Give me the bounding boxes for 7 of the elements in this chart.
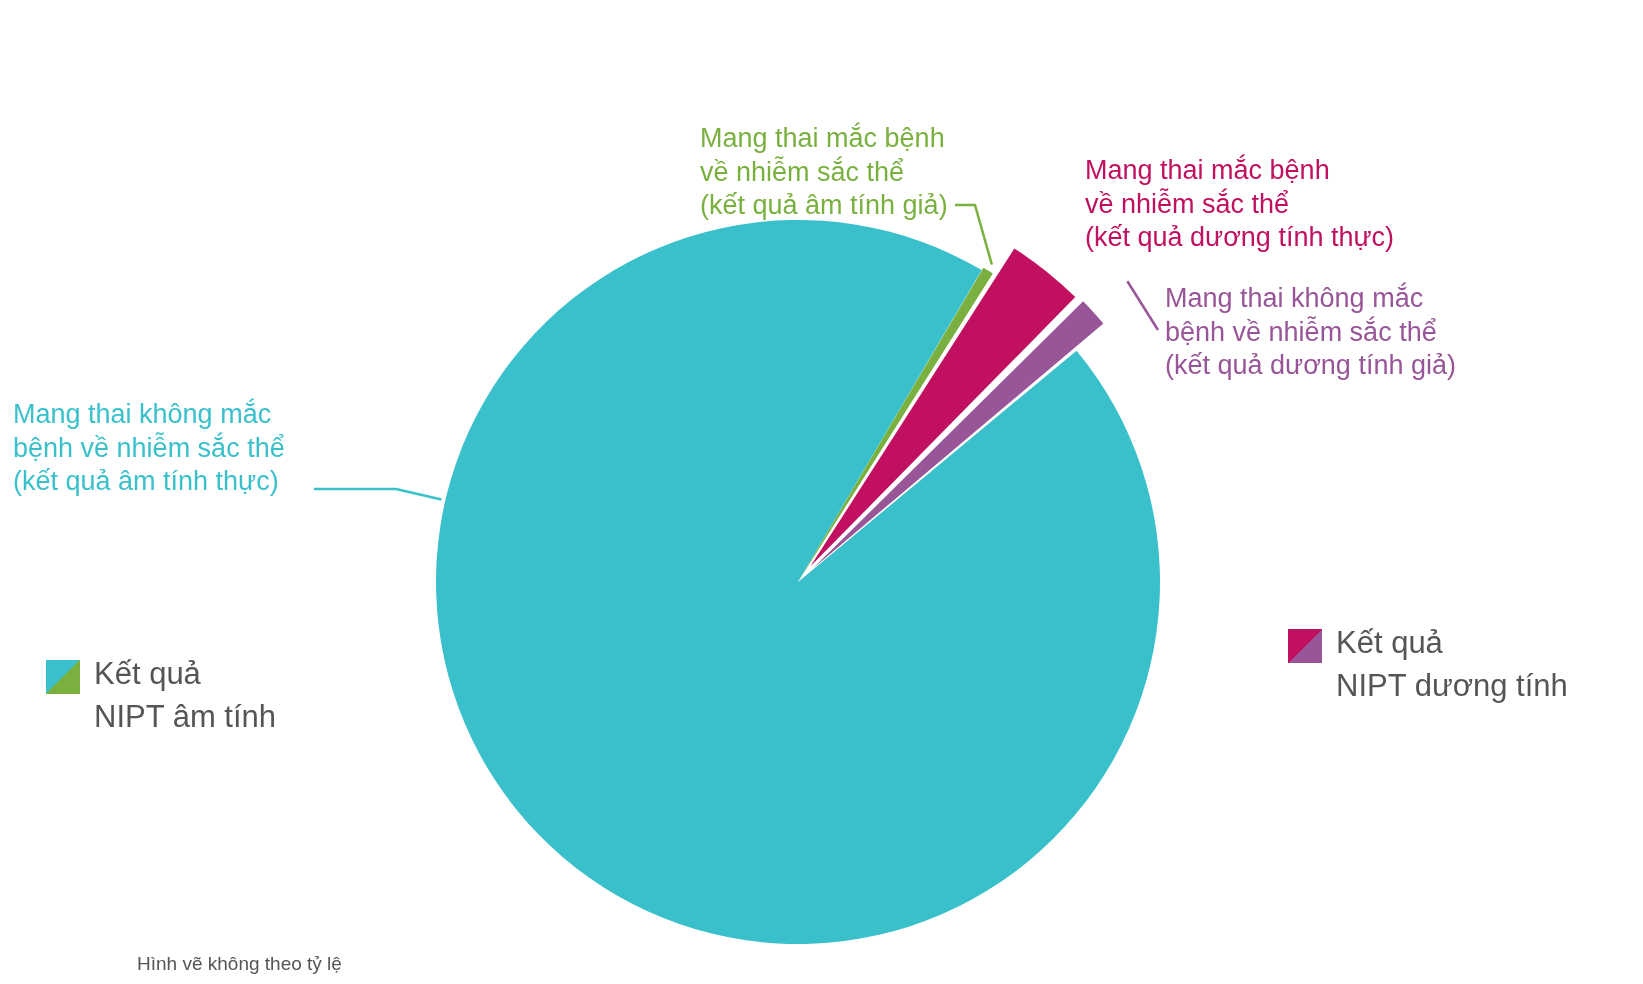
text: Kết quả NIPT âm tính xyxy=(94,655,277,736)
slice-label: Mang thai không mắc bệnh về nhiễm sắc thể (kết quả âm tính thực) xyxy=(13,398,285,497)
slice-label: Mang thai mắc bệnh về nhiễm sắc thể (kết quả dương tính thực) xyxy=(1085,154,1395,253)
legend-label: Mang thai không mắc bệnh về nhiễm sắc thể (kết quả dương tính giả) xyxy=(1165,282,1456,381)
text: Kết quả NIPT dương tính xyxy=(1336,624,1568,705)
slice-label: Mang thai mắc bệnh về nhiễm sắc thể (kết quả âm tính giả) xyxy=(700,122,948,221)
text: Hình vẽ không theo tỷ lệ xyxy=(137,953,342,975)
